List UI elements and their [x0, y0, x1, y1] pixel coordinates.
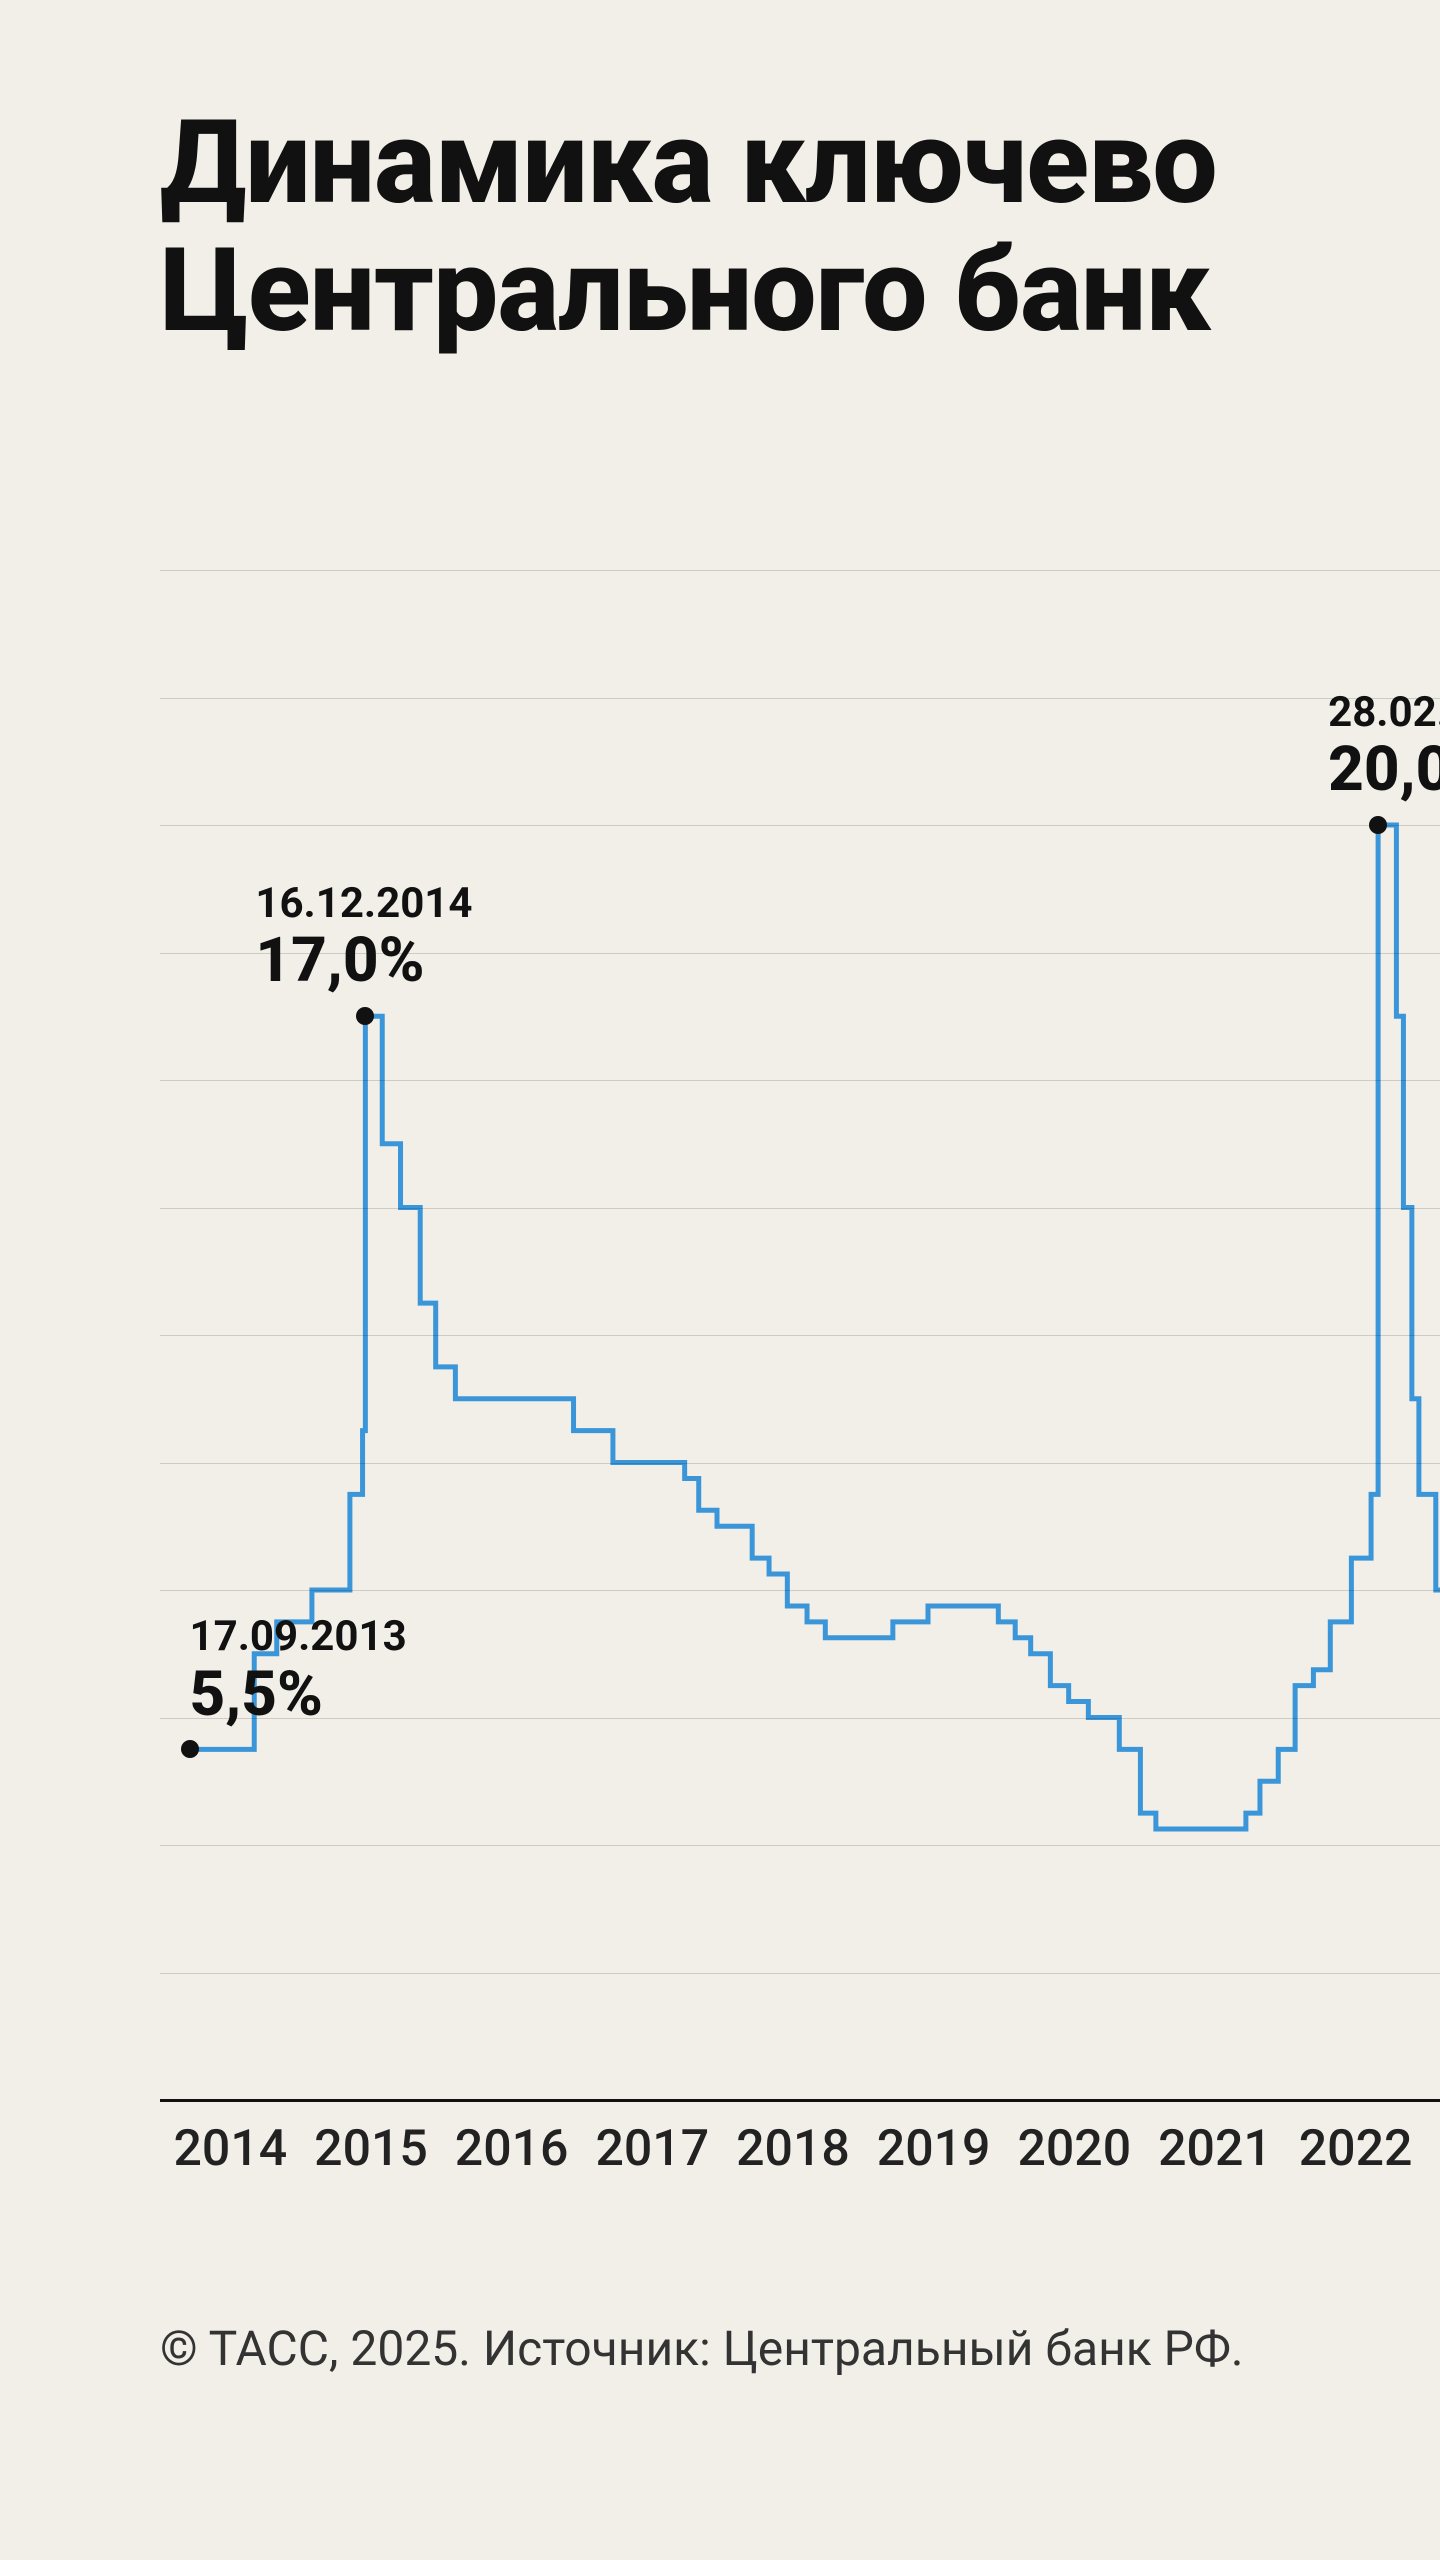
x-tick-label: 2014 [173, 2120, 287, 2178]
gridline [160, 1335, 1440, 1336]
annotation-dot [356, 1007, 374, 1025]
gridline [160, 570, 1440, 571]
x-tick-label: 2021 [1158, 2120, 1272, 2178]
annotation-dot [181, 1740, 199, 1758]
annotation-date: 16.12.2014 [255, 881, 472, 927]
rate-chart: 17.09.20135,5% 16.12.201417,0% 28.02.220,0… [160, 570, 1440, 2180]
x-tick-label: 2018 [736, 2120, 850, 2178]
annotation-a2022: 28.02.220,0 [1328, 690, 1440, 804]
x-tick-label: 2022 [1299, 2120, 1413, 2178]
annotation-value: 20,0 [1328, 736, 1440, 804]
page-title: Динамика ключево Центрального банк [160, 100, 1217, 355]
gridline [160, 1845, 1440, 1846]
attribution: © ТАСС, 2025. Источник: Центральный банк… [160, 2320, 1244, 2377]
x-tick-label: 2017 [595, 2120, 709, 2178]
gridline [160, 1463, 1440, 1464]
gridline [160, 1080, 1440, 1081]
gridline [160, 825, 1440, 826]
x-tick-label: 2020 [1017, 2120, 1131, 2178]
x-axis [160, 2099, 1440, 2102]
x-tick-label: 2015 [314, 2120, 428, 2178]
gridline [160, 1208, 1440, 1209]
annotation-dot [1369, 816, 1387, 834]
gridline [160, 698, 1440, 699]
annotation-date: 17.09.2013 [190, 1614, 407, 1660]
x-tick-label: 2019 [877, 2120, 991, 2178]
annotation-a2014: 16.12.201417,0% [255, 881, 472, 995]
annotation-value: 17,0% [255, 927, 472, 995]
x-tick-label: 2016 [455, 2120, 569, 2178]
annotation-date: 28.02.2 [1328, 690, 1440, 736]
annotation-value: 5,5% [190, 1661, 407, 1729]
gridline [160, 1973, 1440, 1974]
gridline [160, 1590, 1440, 1591]
annotation-a2013: 17.09.20135,5% [190, 1614, 407, 1728]
